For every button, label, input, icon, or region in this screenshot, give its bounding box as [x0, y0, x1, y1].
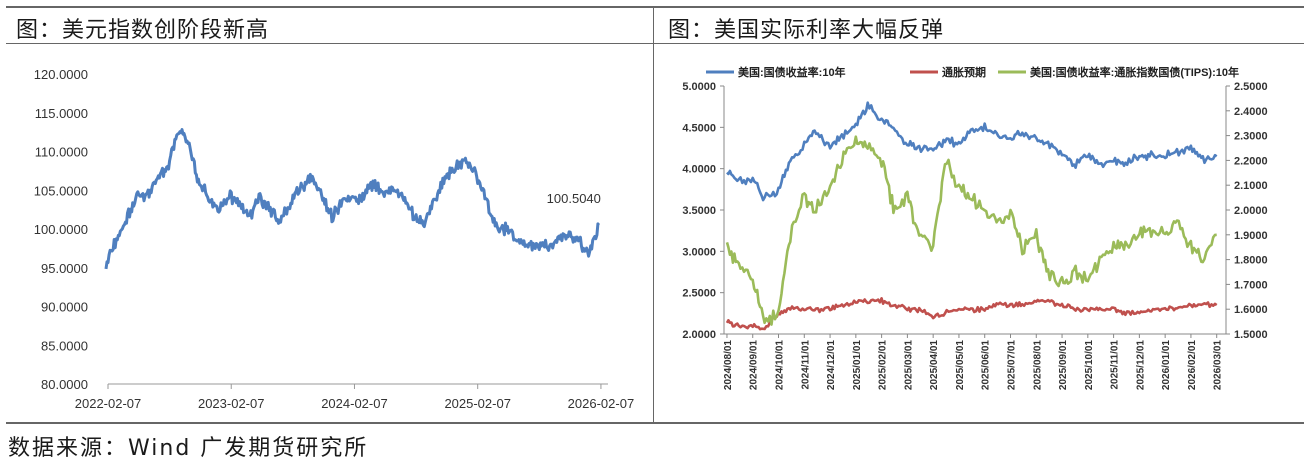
x-tick-label: 2025/10/01	[1084, 340, 1095, 390]
right-y-tick-label: 1.6000	[1234, 304, 1268, 316]
right-y-tick-label: 1.5000	[1234, 329, 1268, 341]
right-y-tick-label: 2.5000	[1234, 81, 1268, 93]
x-tick-label: 2025/09/01	[1058, 340, 1069, 390]
x-tick-label: 2025/11/01	[1110, 340, 1121, 390]
right-y-tick-label: 1.9000	[1234, 230, 1268, 242]
x-tick-label: 2025/08/01	[1032, 340, 1043, 390]
x-tick-label: 2025/01/01	[852, 340, 863, 390]
x-tick-label: 2026/03/01	[1213, 340, 1224, 390]
right-y-tick-label: 1.7000	[1234, 279, 1268, 291]
y-tick-label: 85.0000	[41, 338, 88, 353]
y-tick-label: 115.0000	[35, 106, 88, 121]
inflation-expectation-line	[725, 297, 1218, 331]
right-y-tick-label: 2.2000	[1234, 155, 1268, 167]
x-tick-label: 2024/08/01	[723, 340, 734, 390]
dollar-index-line	[104, 128, 601, 270]
x-tick-label: 2025-02-07	[444, 396, 511, 411]
right-y-tick-label: 2.0000	[1234, 205, 1268, 217]
title-row: 图：美元指数创阶段新高 图：美国实际利率大幅反弹	[6, 8, 1304, 44]
left-y-tick-label: 2.5000	[682, 288, 716, 300]
legend-inflation-expectation-label: 通胀预期	[942, 65, 986, 79]
x-tick-label: 2026/01/01	[1161, 340, 1172, 390]
x-tick-label: 2025/04/01	[929, 340, 940, 390]
right-y-tick-label: 2.1000	[1234, 180, 1268, 192]
left-y-tick-label: 3.5000	[682, 205, 716, 217]
data-source: 数据来源：Wind 广发期货研究所	[8, 436, 369, 461]
treasury-10y-line	[726, 101, 1218, 202]
x-tick-label: 2024-02-07	[321, 396, 388, 411]
real-rate-chart: 5.0000 4.5000 4.0000 3.5000 3.0000 2.5000 2.00…	[682, 65, 1268, 390]
x-tick-label: 2025/02/01	[878, 340, 889, 390]
y-tick-label: 105.0000	[34, 183, 88, 198]
dollar-index-chart: 120.0000 115.0000 110.0000 105.0000 100.0000…	[34, 67, 635, 411]
left-y-tick-label: 5.0000	[682, 81, 716, 93]
y-tick-label: 110.0000	[35, 145, 88, 160]
x-tick-label: 2025/07/01	[1006, 340, 1017, 390]
x-tick-label: 2023-02-07	[198, 396, 265, 411]
right-y-tick-label: 1.8000	[1234, 255, 1268, 267]
x-tick-label: 2025/03/01	[903, 340, 914, 390]
y-tick-label: 80.0000	[41, 377, 88, 392]
x-tick-label: 2024/11/01	[800, 340, 811, 390]
y-tick-label: 100.0000	[34, 222, 88, 237]
left-panel-title: 图：美元指数创阶段新高	[16, 18, 270, 43]
x-tick-label: 2026-02-07	[568, 396, 635, 411]
right-y-tick-label: 2.3000	[1234, 131, 1268, 143]
left-y-tick-label: 4.5000	[682, 122, 716, 134]
y-tick-label: 120.0000	[34, 67, 88, 82]
x-tick-label: 2026/02/01	[1187, 340, 1198, 390]
last-value-label: 100.5040	[547, 191, 601, 206]
right-y-tick-label: 2.4000	[1234, 106, 1268, 118]
left-y-tick-label: 3.0000	[682, 246, 716, 258]
x-tick-label: 2024/09/01	[749, 340, 760, 390]
x-tick-label: 2024/12/01	[826, 340, 837, 390]
left-y-tick-label: 2.0000	[682, 329, 716, 341]
legend-treasury-10y-label: 美国:国债收益率:10年	[738, 65, 846, 79]
legend-tips-10y-label: 美国:国债收益率:通胀指数国债(TIPS):10年	[1030, 65, 1239, 79]
panel-divider	[653, 8, 654, 422]
x-tick-label: 2025/05/01	[955, 340, 966, 390]
figure-frame: 图：美元指数创阶段新高 图：美国实际利率大幅反弹 120.0000 115.000…	[6, 6, 1304, 424]
left-y-tick-label: 4.0000	[682, 164, 716, 176]
tips-10y-line	[725, 135, 1217, 326]
x-tick-label: 2025/06/01	[981, 340, 992, 390]
x-tick-label: 2024/10/01	[775, 340, 786, 390]
y-tick-label: 95.0000	[41, 261, 88, 276]
right-panel-title: 图：美国实际利率大幅反弹	[668, 18, 945, 43]
x-tick-label: 2022-02-07	[75, 396, 142, 411]
x-tick-label: 2025/12/01	[1135, 340, 1146, 390]
y-tick-label: 90.0000	[41, 300, 88, 315]
